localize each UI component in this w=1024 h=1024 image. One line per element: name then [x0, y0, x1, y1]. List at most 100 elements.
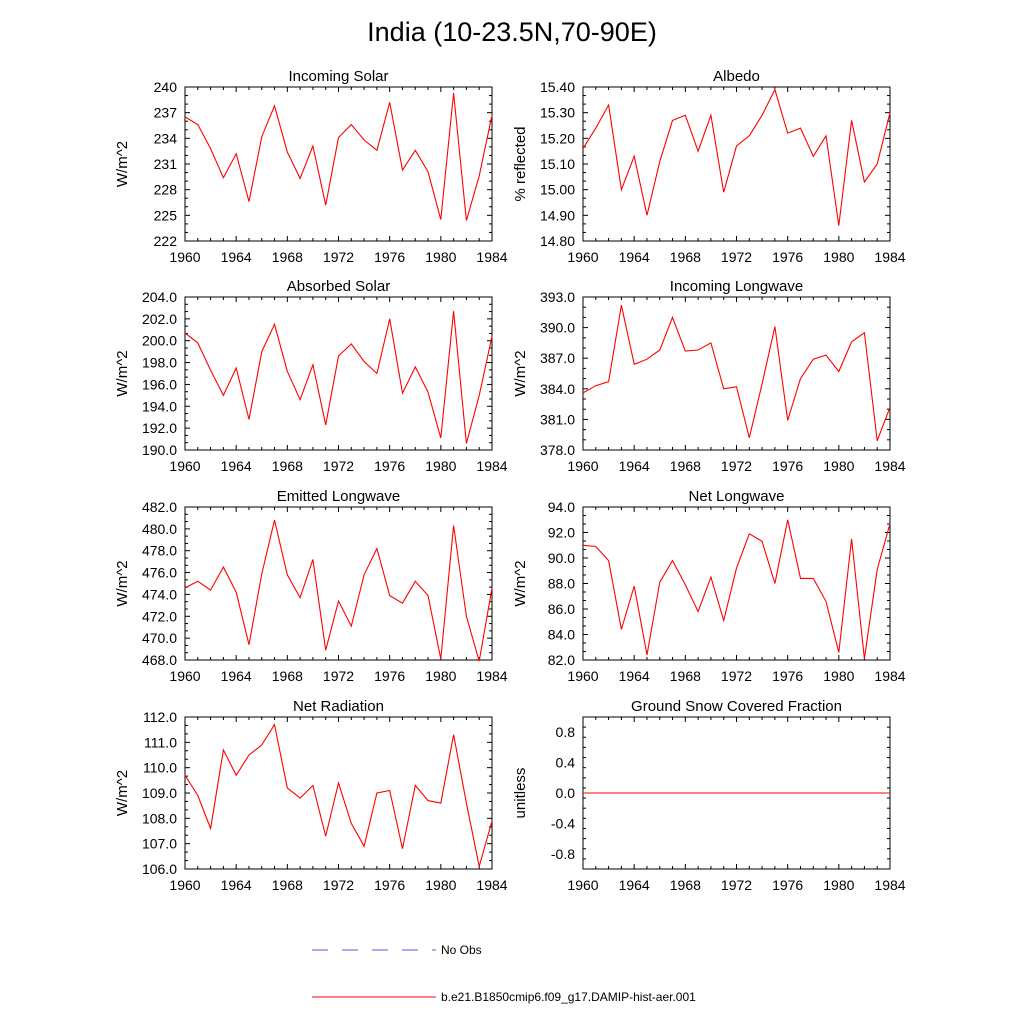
y-tick-label: -0.8	[551, 846, 575, 862]
y-tick-label: 240	[154, 79, 178, 95]
x-tick-label: 1960	[567, 458, 598, 474]
plot-frame	[582, 86, 891, 242]
series-line	[582, 305, 891, 441]
y-tick-label: 109.0	[142, 785, 177, 801]
y-tick-label: 200.0	[142, 333, 177, 349]
x-tick-label: 1968	[272, 458, 303, 474]
y-axis-label: W/m^2	[114, 770, 131, 816]
y-tick-label: 0.0	[556, 785, 576, 801]
y-tick-label: 15.20	[540, 130, 575, 146]
y-tick-label: 15.00	[540, 182, 575, 198]
x-tick-label: 1976	[772, 249, 803, 265]
y-tick-label: 478.0	[142, 543, 177, 559]
y-tick-label: 202.0	[142, 311, 177, 327]
x-tick-label: 1968	[272, 249, 303, 265]
x-tick-label: 1968	[670, 877, 701, 893]
x-tick-label: 1980	[823, 458, 854, 474]
y-tick-label: 476.0	[142, 565, 177, 581]
panel-2: Albedo % reflected 1960 1964 1968 1972 1976 198…	[512, 68, 906, 265]
series-line	[184, 519, 493, 662]
x-tick-label: 1980	[823, 249, 854, 265]
x-tick-label: 1964	[619, 668, 650, 684]
x-tick-label: 1976	[772, 877, 803, 893]
x-tick-label: 1968	[670, 249, 701, 265]
x-tick-label: 1968	[670, 458, 701, 474]
x-tick-label: 1980	[425, 877, 456, 893]
x-tick-label: 1972	[323, 249, 354, 265]
x-tick-label: 1976	[772, 668, 803, 684]
x-tick-label: 1964	[221, 458, 252, 474]
x-tick-label: 1984	[874, 877, 905, 893]
y-tick-label: 472.0	[142, 608, 177, 624]
y-tick-label: 14.90	[540, 207, 575, 223]
x-tick-label: 1980	[425, 249, 456, 265]
y-tick-label: 470.0	[142, 630, 177, 646]
x-tick-label: 1976	[772, 458, 803, 474]
y-tick-label: 228	[154, 182, 178, 198]
x-tick-label: 1980	[425, 668, 456, 684]
panel-title: Absorbed Solar	[287, 278, 390, 295]
y-tick-label: 15.10	[540, 156, 575, 172]
panel-8: Ground Snow Covered Fraction unitless 1960…	[512, 698, 906, 893]
y-tick-label: 194.0	[142, 398, 177, 414]
y-tick-label: 196.0	[142, 376, 177, 392]
y-axis-label: W/m^2	[114, 350, 131, 396]
panel-3: Absorbed Solar W/m^2 1960 1964 1968 1972 1976 1…	[114, 278, 508, 474]
x-tick-label: 1960	[169, 249, 200, 265]
series-line	[582, 88, 891, 226]
x-tick-label: 1980	[823, 668, 854, 684]
y-tick-label: 92.0	[548, 525, 575, 541]
panel-title: Ground Snow Covered Fraction	[631, 698, 842, 715]
y-tick-label: 108.0	[142, 810, 177, 826]
x-tick-label: 1984	[874, 249, 905, 265]
y-tick-label: 225	[154, 207, 178, 223]
y-tick-label: 381.0	[540, 411, 575, 427]
x-tick-label: 1960	[567, 668, 598, 684]
x-tick-label: 1960	[169, 877, 200, 893]
panel-title: Incoming Solar	[288, 68, 388, 85]
legend: No Obs b.e21.B1850cmip6.f09_g17.DAMIP-hi…	[312, 943, 696, 1004]
y-tick-label: 192.0	[142, 420, 177, 436]
x-tick-label: 1972	[721, 458, 752, 474]
x-tick-label: 1972	[721, 668, 752, 684]
x-tick-label: 1960	[169, 458, 200, 474]
y-tick-label: 482.0	[142, 499, 177, 515]
plot-frame	[184, 716, 493, 870]
y-tick-label: -0.4	[551, 815, 575, 831]
y-tick-label: 107.0	[142, 836, 177, 852]
y-tick-label: 111.0	[144, 734, 177, 750]
x-tick-label: 1964	[619, 877, 650, 893]
panel-title: Net Radiation	[293, 698, 384, 715]
y-tick-label: 474.0	[142, 586, 177, 602]
y-tick-label: 110.0	[143, 760, 177, 776]
plot-frame	[184, 506, 493, 661]
panel-title: Net Longwave	[689, 488, 785, 505]
x-tick-label: 1960	[169, 668, 200, 684]
y-axis-label: % reflected	[512, 126, 529, 201]
y-axis-label: unitless	[512, 768, 529, 819]
x-tick-label: 1964	[221, 877, 252, 893]
y-tick-label: 112.0	[143, 709, 177, 725]
series-line	[184, 92, 493, 221]
x-tick-label: 1984	[476, 668, 507, 684]
y-tick-label: 106.0	[142, 861, 177, 877]
legend-no-obs-label: No Obs	[441, 943, 482, 957]
series-line	[184, 311, 493, 444]
y-tick-label: 94.0	[548, 499, 575, 515]
y-tick-label: 393.0	[540, 289, 575, 305]
x-tick-label: 1972	[323, 877, 354, 893]
y-tick-label: 86.0	[548, 601, 575, 617]
y-tick-label: 82.0	[548, 652, 575, 668]
x-tick-label: 1984	[476, 877, 507, 893]
series-line	[582, 519, 891, 659]
y-tick-label: 15.30	[540, 105, 575, 121]
x-tick-label: 1976	[374, 668, 405, 684]
y-tick-label: 237	[154, 105, 178, 121]
x-tick-label: 1964	[619, 249, 650, 265]
y-axis-label: W/m^2	[114, 141, 131, 187]
x-tick-label: 1984	[476, 458, 507, 474]
panel-1: Incoming Solar W/m^2 1960 1964 1968 1972 1976 1…	[114, 68, 508, 265]
y-tick-label: 84.0	[548, 627, 575, 643]
x-tick-label: 1968	[272, 668, 303, 684]
